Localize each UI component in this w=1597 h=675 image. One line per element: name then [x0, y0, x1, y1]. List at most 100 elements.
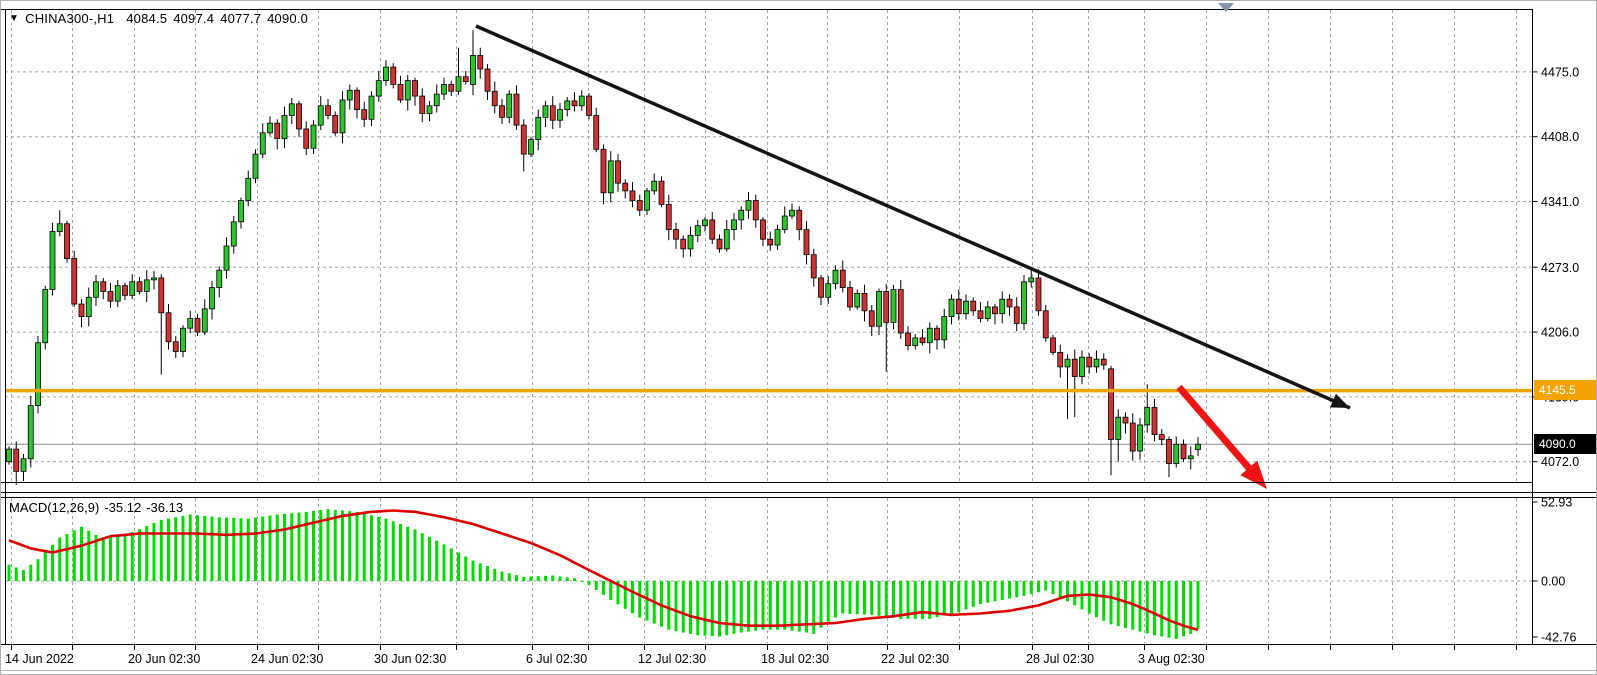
candle: [245, 170, 252, 207]
candle: [100, 277, 107, 300]
candle: [259, 123, 266, 158]
collapse-triangle-icon[interactable]: ▼: [9, 12, 20, 24]
candle: [375, 70, 382, 102]
macd-bar: [188, 514, 192, 581]
candle: [1115, 409, 1122, 462]
macd-bar: [1160, 580, 1164, 637]
price-axis[interactable]: [1533, 10, 1596, 644]
macd-axis-label: -42.76: [1541, 631, 1576, 645]
macd-bar: [399, 524, 402, 581]
macd-bar: [841, 580, 845, 614]
macd-bar: [609, 580, 613, 600]
macd-bar: [631, 580, 634, 614]
candle: [658, 176, 665, 208]
trendline-arrowhead-icon[interactable]: [1330, 393, 1350, 408]
red-down-arrow: [1176, 384, 1261, 481]
candle: [1195, 437, 1201, 457]
macd-bar: [362, 513, 366, 581]
candle: [288, 98, 295, 125]
candle: [455, 47, 462, 96]
macd-bar: [986, 580, 990, 603]
macd-axis-label: 0.00: [1541, 575, 1565, 589]
candle: [854, 289, 861, 310]
macd-bar: [72, 530, 76, 581]
macd-bar: [217, 517, 221, 581]
candle: [1064, 354, 1071, 420]
candle: [223, 237, 230, 279]
macd-bar: [138, 529, 141, 581]
macd-bar: [834, 580, 837, 618]
candle: [390, 63, 397, 89]
macd-bar: [1000, 580, 1004, 600]
candle: [528, 136, 534, 158]
macd-bar: [776, 580, 779, 630]
candle: [107, 282, 114, 308]
candle: [470, 30, 476, 96]
candle: [687, 226, 694, 257]
time-axis[interactable]: [1, 646, 1531, 672]
macd-bar: [942, 580, 946, 616]
macd-bar: [94, 534, 98, 581]
candle: [354, 87, 360, 119]
macd-bar: [377, 516, 381, 581]
macd-bar: [319, 510, 323, 581]
candle: [477, 47, 484, 79]
macd-bar: [1196, 580, 1200, 629]
candle: [404, 74, 411, 111]
candle: [1173, 436, 1180, 468]
macd-bar: [645, 580, 649, 621]
macd-bar: [761, 580, 765, 630]
macd-bar: [616, 580, 620, 605]
candle: [20, 453, 27, 482]
chart-shift-marker-icon[interactable]: [1218, 3, 1234, 12]
macd-bar: [1037, 580, 1040, 593]
macd-bar: [43, 552, 47, 581]
macd-bar: [993, 580, 997, 602]
candle: [948, 294, 955, 325]
candle: [27, 395, 34, 468]
candle: [303, 121, 310, 156]
candle: [535, 109, 542, 151]
macd-bar: [261, 516, 265, 581]
macd-indicator-label: MACD(12,26,9) -35.12 -36.13: [9, 500, 183, 515]
macd-bar: [768, 580, 772, 630]
red-arrow-head-icon[interactable]: [1240, 460, 1267, 489]
macd-bar: [181, 515, 185, 581]
candle: [1013, 297, 1020, 332]
candle: [818, 275, 824, 305]
candle: [709, 212, 716, 245]
candle: [136, 276, 143, 295]
macd-bar: [805, 580, 808, 633]
time-axis-label: 6 Jul 02:30: [526, 652, 587, 666]
candle: [984, 301, 991, 322]
macd-bar: [159, 519, 163, 581]
candle: [963, 294, 969, 320]
macd-bar: [529, 576, 533, 581]
macd-bar: [892, 580, 895, 618]
macd-bar: [515, 575, 518, 581]
macd-bar: [928, 580, 932, 619]
candle: [332, 111, 339, 136]
macd-bar: [935, 580, 939, 618]
macd-bar: [283, 513, 286, 581]
macd-axis-label: 52.93: [1541, 496, 1572, 510]
macd-bar: [855, 580, 859, 615]
candle: [180, 325, 186, 358]
macd-bar: [580, 580, 584, 582]
candle: [209, 280, 215, 320]
macd-bar: [486, 566, 489, 581]
price-axis-label: 4475.0: [1541, 65, 1579, 79]
hline-price-badge[interactable]: 4145.5: [1534, 380, 1596, 400]
macd-bar: [522, 576, 526, 581]
candle: [513, 85, 520, 130]
macd-value: -35.12: [104, 500, 142, 515]
candle: [397, 75, 404, 103]
time-axis-label: 3 Aug 02:30: [1138, 652, 1205, 666]
macd-bar: [718, 580, 721, 637]
macd-bar: [471, 560, 475, 581]
macd-bar: [87, 530, 91, 581]
candle: [383, 60, 389, 86]
candle: [56, 210, 63, 237]
candle: [194, 313, 201, 336]
